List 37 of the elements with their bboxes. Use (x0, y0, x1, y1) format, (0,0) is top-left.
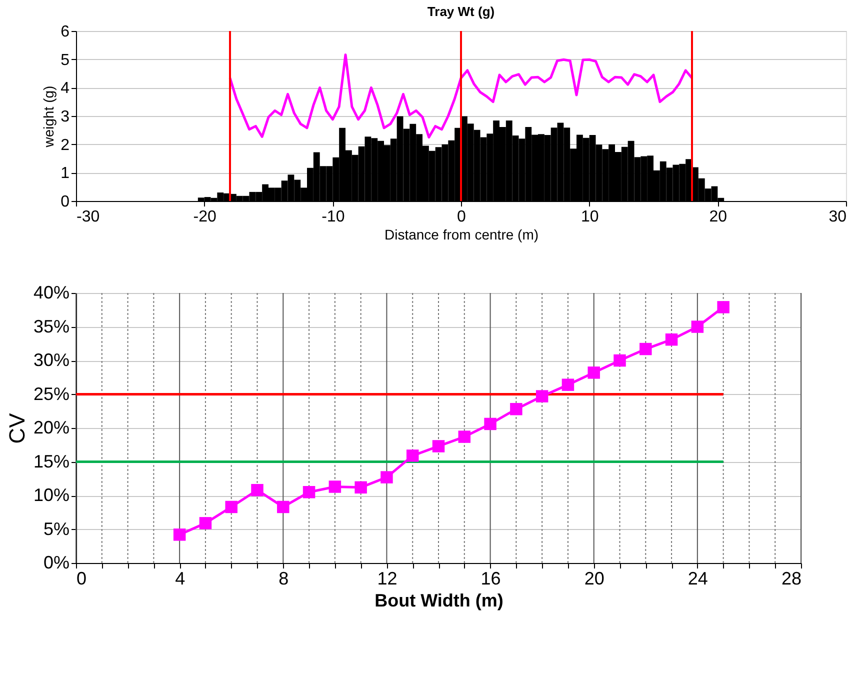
y-tick-label: 0 (60, 194, 70, 210)
y-tick-label: 6 (60, 24, 70, 40)
y-tick-label: 4 (60, 80, 70, 98)
y-tick-label: 35% (33, 316, 70, 336)
y-tick-label: 25% (33, 384, 70, 404)
x-tick-label: -30 (76, 208, 100, 226)
x-tick-label: 10 (580, 208, 599, 226)
y-axis-title: weight (g) (40, 86, 57, 148)
y-tick-label: 3 (60, 108, 70, 126)
x-tick-label: 8 (278, 568, 289, 588)
x-tick-label: -20 (193, 208, 216, 226)
x-tick-label: 28 (781, 568, 802, 588)
x-tick-label: 0 (76, 568, 87, 588)
line-series (228, 54, 694, 138)
x-axis-title: Distance from centre (m) (384, 226, 539, 242)
y-tick-label: 30% (33, 350, 70, 370)
x-axis-title: Bout Width (m) (374, 590, 504, 610)
x-tick-label: 4 (175, 568, 186, 588)
y-tick-label: 15% (33, 451, 70, 472)
y-tick-label: 5 (60, 52, 70, 69)
y-tick-label: 20% (33, 418, 70, 438)
x-tick-label: -10 (322, 208, 345, 226)
y-tick-label: 1 (60, 165, 70, 182)
chart-title: Tray Wt (g) (427, 4, 495, 19)
y-tick-label: 5% (43, 518, 70, 539)
x-tick-label: 20 (709, 208, 728, 226)
y-axis-title: CV (4, 412, 30, 444)
y-tick-label: 40% (33, 282, 70, 302)
x-tick-label: 0 (457, 208, 466, 226)
x-tick-label: 24 (688, 568, 708, 588)
y-tick-label: 0% (43, 552, 70, 572)
x-tick-label: 30 (828, 208, 847, 226)
y-tick-label: 2 (60, 136, 70, 154)
y-tick-label: 10% (33, 485, 70, 505)
x-tick-label: 20 (584, 568, 604, 588)
x-tick-label: 12 (377, 568, 398, 588)
x-tick-label: 16 (480, 568, 501, 588)
